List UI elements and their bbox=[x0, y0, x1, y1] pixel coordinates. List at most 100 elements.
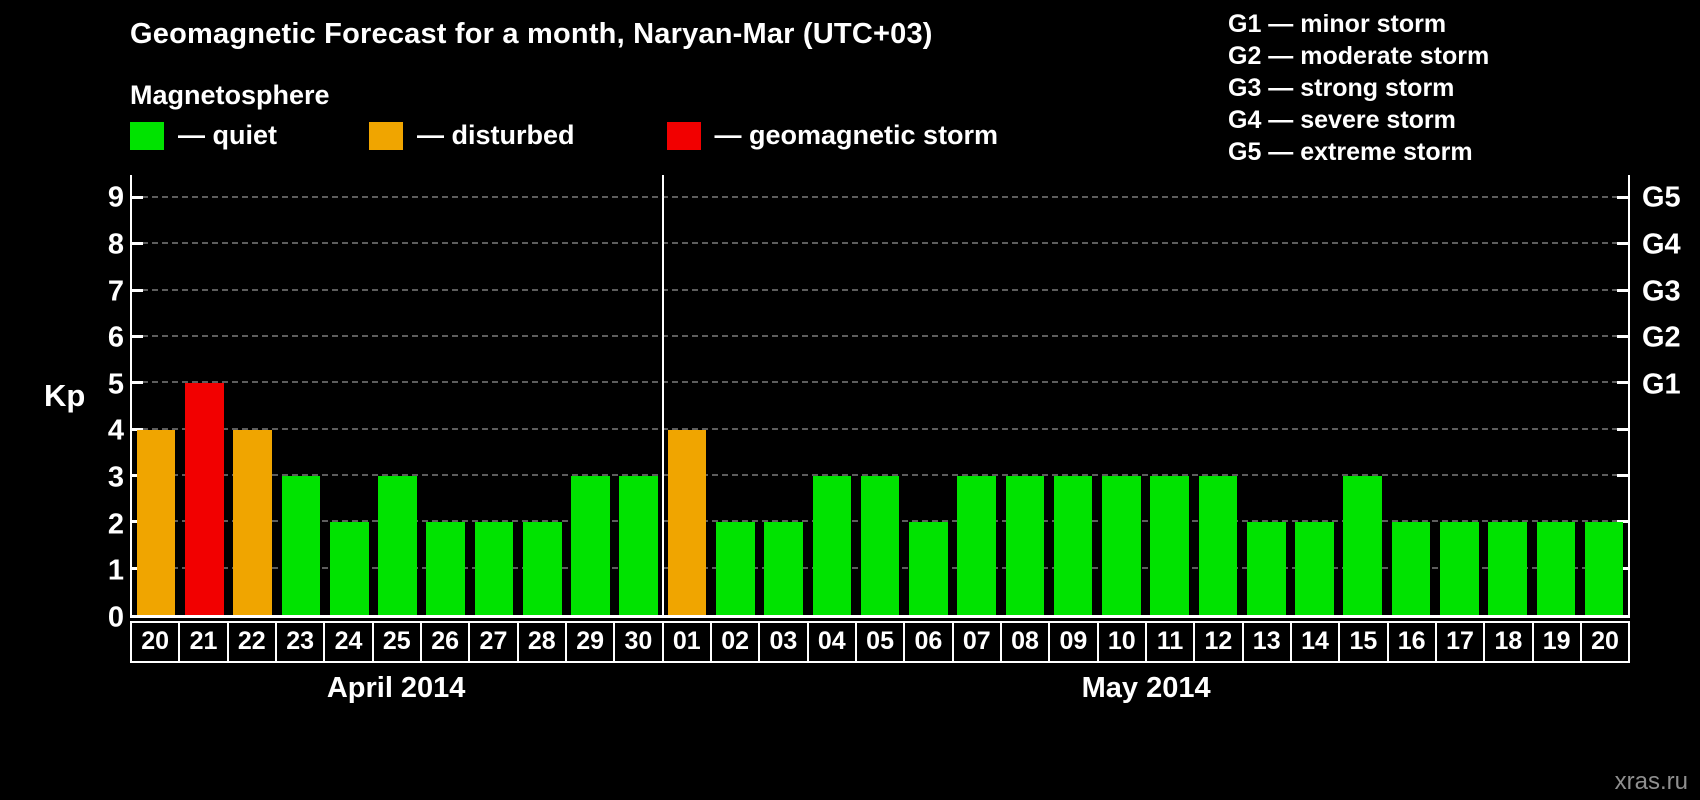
g-tick-label: G2 bbox=[1642, 321, 1681, 354]
bar-slot bbox=[615, 175, 663, 615]
bar-slot bbox=[277, 175, 325, 615]
y-tick-label: 0 bbox=[107, 601, 124, 634]
day-label: 25 bbox=[373, 621, 422, 663]
magnetosphere-label: Magnetosphere bbox=[130, 80, 330, 110]
day-label: 07 bbox=[953, 621, 1002, 663]
kp-bar-17 bbox=[1440, 522, 1479, 615]
y-tick-label: 8 bbox=[107, 228, 124, 261]
kp-bar-22 bbox=[233, 429, 272, 615]
bar-slot bbox=[808, 175, 856, 615]
kp-bar-29 bbox=[571, 476, 610, 615]
storm-scale-item: G2 — moderate storm bbox=[1228, 42, 1490, 70]
bar-slot bbox=[953, 175, 1001, 615]
g-tick-label: G5 bbox=[1642, 181, 1681, 214]
g-tick-label: G1 bbox=[1642, 368, 1681, 401]
kp-bar-19 bbox=[1536, 522, 1576, 615]
bar-slot bbox=[132, 175, 180, 615]
bar-slot bbox=[325, 175, 373, 615]
y-tick-label: 5 bbox=[107, 368, 124, 401]
kp-bar-06 bbox=[909, 522, 948, 615]
x-axis-day-labels: 20 21 22 23 24 25 26 27 28 29 30 01 02 03 04 05 06 07 08 09… bbox=[130, 621, 1631, 663]
day-label: 28 bbox=[518, 621, 567, 663]
kp-bar-10 bbox=[1102, 476, 1141, 615]
bar-slot bbox=[759, 175, 807, 615]
day-label: 23 bbox=[276, 621, 326, 663]
day-label: 18 bbox=[1485, 621, 1534, 663]
bar-slot bbox=[229, 175, 277, 615]
plot-area bbox=[130, 175, 1630, 618]
day-label: 15 bbox=[1340, 621, 1389, 663]
y-tick-label: 4 bbox=[107, 414, 124, 447]
day-label: 21 bbox=[180, 621, 229, 663]
bar-slot bbox=[856, 175, 904, 615]
y-tick-label: 6 bbox=[107, 321, 124, 354]
page-title: Geomagnetic Forecast for a month, Naryan… bbox=[130, 18, 933, 50]
day-label: 08 bbox=[1001, 621, 1051, 663]
gridline bbox=[132, 381, 1628, 385]
gridline bbox=[132, 196, 1628, 200]
kp-bar-28 bbox=[522, 522, 562, 615]
bar-slot bbox=[663, 175, 711, 615]
day-label: 27 bbox=[470, 621, 519, 663]
disturbed-swatch bbox=[369, 121, 403, 150]
day-label: 10 bbox=[1098, 621, 1147, 663]
legend-item-disturbed: — disturbed bbox=[369, 120, 575, 151]
kp-bar-20 bbox=[136, 429, 176, 615]
bar-slot bbox=[518, 175, 566, 615]
kp-bar-09 bbox=[1053, 476, 1093, 615]
bar-slot bbox=[1580, 175, 1628, 615]
kp-bar-25 bbox=[378, 476, 417, 615]
kp-bar-13 bbox=[1246, 522, 1286, 615]
storm-scale-legend: G1 — minor storm G2 — moderate storm G3 — … bbox=[1228, 8, 1489, 168]
bar-slot bbox=[1146, 175, 1194, 615]
day-label: 19 bbox=[1533, 621, 1582, 663]
day-label: 02 bbox=[711, 621, 761, 663]
bar-slot bbox=[1290, 175, 1338, 615]
legend-item-storm: — geomagnetic storm bbox=[666, 120, 999, 151]
bar-slot bbox=[904, 175, 952, 615]
kp-bar-01 bbox=[667, 429, 707, 615]
day-label: 30 bbox=[615, 621, 664, 663]
day-label: 04 bbox=[808, 621, 857, 663]
gridline bbox=[132, 288, 1628, 292]
kp-bar-03 bbox=[764, 522, 803, 615]
day-label: 13 bbox=[1243, 621, 1292, 663]
kp-bar-24 bbox=[329, 522, 369, 615]
kp-bar-02 bbox=[716, 522, 755, 615]
bar-slot bbox=[1387, 175, 1435, 615]
bar-slot bbox=[1001, 175, 1049, 615]
day-label: 11 bbox=[1146, 621, 1196, 663]
kp-bar-30 bbox=[619, 476, 659, 615]
legend-label: — geomagnetic storm bbox=[714, 120, 999, 150]
day-label: 14 bbox=[1291, 621, 1341, 663]
day-label: 16 bbox=[1388, 621, 1437, 663]
watermark: xras.ru bbox=[1614, 768, 1688, 795]
bar-slot bbox=[711, 175, 759, 615]
bar-slot bbox=[470, 175, 518, 615]
legend-label: — quiet bbox=[178, 120, 277, 150]
bar-slot bbox=[566, 175, 614, 615]
kp-bar-05 bbox=[860, 476, 900, 615]
month-separator-line bbox=[661, 175, 664, 615]
storm-scale-item: G5 — extreme storm bbox=[1228, 138, 1473, 166]
g-scale-labels: G1 G2 G3 G4 G5 bbox=[1642, 175, 1700, 618]
y-tick-label: 9 bbox=[107, 181, 124, 214]
month-label: April 2014 bbox=[326, 672, 466, 704]
y-axis-labels: 0 1 2 3 4 5 6 7 8 9 bbox=[78, 175, 124, 632]
g-tick-label: G3 bbox=[1642, 275, 1681, 308]
gridline bbox=[132, 427, 1628, 431]
kp-bar-12 bbox=[1198, 476, 1238, 615]
g-tick-label: G4 bbox=[1642, 228, 1681, 261]
kp-bar-14 bbox=[1295, 522, 1334, 615]
day-label: 06 bbox=[905, 621, 954, 663]
storm-scale-item: G4 — severe storm bbox=[1228, 106, 1456, 134]
gridline bbox=[132, 242, 1628, 246]
bars bbox=[132, 175, 1628, 615]
day-label: 03 bbox=[760, 621, 809, 663]
y-tick-label: 7 bbox=[107, 275, 124, 308]
kp-bar-08 bbox=[1005, 476, 1045, 615]
kp-bar-15 bbox=[1343, 476, 1383, 615]
day-label: 24 bbox=[325, 621, 374, 663]
day-label: 26 bbox=[421, 621, 471, 663]
